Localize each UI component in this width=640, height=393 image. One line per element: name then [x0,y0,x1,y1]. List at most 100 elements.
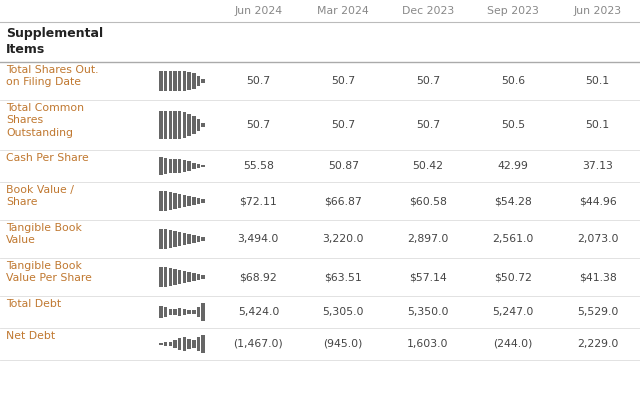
Bar [192,116,195,134]
Text: 5,305.0: 5,305.0 [323,307,364,317]
Text: $44.96: $44.96 [579,196,616,206]
Text: (1,467.0): (1,467.0) [234,339,284,349]
Text: $60.58: $60.58 [409,196,447,206]
Text: $66.87: $66.87 [324,196,362,206]
Text: Jun 2024: Jun 2024 [234,6,282,16]
Text: 50.1: 50.1 [586,76,610,86]
Text: 5,529.0: 5,529.0 [577,307,618,317]
Text: 2,897.0: 2,897.0 [407,234,449,244]
Text: 50.7: 50.7 [416,76,440,86]
Bar [173,269,177,285]
Bar [202,303,205,321]
Text: 2,229.0: 2,229.0 [577,339,618,349]
Bar [202,275,205,279]
Bar [178,71,181,92]
Bar [192,197,195,205]
Text: Book Value /
Share: Book Value / Share [6,185,74,208]
Text: Sep 2023: Sep 2023 [487,6,539,16]
Text: $68.92: $68.92 [239,272,277,282]
Text: Tangible Book
Value Per Share: Tangible Book Value Per Share [6,261,92,283]
Text: 50.7: 50.7 [331,120,355,130]
Bar [159,266,163,287]
Bar [182,271,186,283]
Bar [168,192,172,210]
Bar [196,198,200,204]
Bar [178,159,181,173]
Bar [178,111,181,139]
Bar [188,310,191,314]
Text: 50.42: 50.42 [413,161,444,171]
Bar [182,160,186,172]
Bar [178,194,181,208]
Text: $54.28: $54.28 [494,196,532,206]
Bar [202,165,205,167]
Text: 50.6: 50.6 [500,76,525,86]
Text: Dec 2023: Dec 2023 [402,6,454,16]
Text: 5,247.0: 5,247.0 [492,307,534,317]
Bar [159,157,163,175]
Bar [164,111,167,139]
Bar [202,79,205,83]
Bar [196,76,200,86]
Bar [202,335,205,353]
Bar [196,119,200,130]
Text: $63.51: $63.51 [324,272,362,282]
Bar [192,73,195,89]
Text: 3,220.0: 3,220.0 [323,234,364,244]
Bar [159,229,163,250]
Text: 50.5: 50.5 [500,120,525,130]
Bar [159,343,163,345]
Bar [168,71,172,92]
Bar [188,196,191,206]
Bar [159,111,163,139]
Text: 50.7: 50.7 [331,76,355,86]
Bar [168,159,172,173]
Bar [188,72,191,90]
Bar [202,199,205,202]
Bar [192,340,195,348]
Text: 42.99: 42.99 [497,161,528,171]
Text: $57.14: $57.14 [409,272,447,282]
Text: 5,350.0: 5,350.0 [407,307,449,317]
Bar [192,273,195,281]
Bar [182,71,186,91]
Bar [173,71,177,92]
Bar [164,158,167,174]
Bar [202,237,205,241]
Text: $41.38: $41.38 [579,272,616,282]
Text: Total Debt: Total Debt [6,299,61,309]
Text: Total Shares Out.
on Filing Date: Total Shares Out. on Filing Date [6,65,99,87]
Bar [164,307,167,317]
Bar [196,338,200,351]
Bar [196,163,200,168]
Bar [188,114,191,136]
Text: 3,494.0: 3,494.0 [237,234,279,244]
Bar [188,161,191,171]
Text: Tangible Book
Value: Tangible Book Value [6,223,82,245]
Bar [188,234,191,244]
Text: 5,424.0: 5,424.0 [237,307,279,317]
Text: 37.13: 37.13 [582,161,613,171]
Bar [168,230,172,248]
Bar [173,340,177,348]
Text: 50.87: 50.87 [328,161,358,171]
Text: Jun 2023: Jun 2023 [573,6,621,16]
Bar [178,338,181,351]
Text: Total Common
Shares
Outstanding: Total Common Shares Outstanding [6,103,84,138]
Text: Cash Per Share: Cash Per Share [6,153,89,163]
Bar [159,191,163,211]
Bar [173,309,177,315]
Bar [173,193,177,209]
Bar [196,274,200,280]
Text: 50.7: 50.7 [246,76,271,86]
Bar [182,233,186,245]
Text: (945.0): (945.0) [323,339,363,349]
Bar [192,235,195,243]
Bar [164,267,167,286]
Bar [164,71,167,92]
Text: Net Debt: Net Debt [6,331,55,341]
Bar [202,123,205,127]
Bar [188,339,191,349]
Bar [173,159,177,173]
Bar [182,309,186,316]
